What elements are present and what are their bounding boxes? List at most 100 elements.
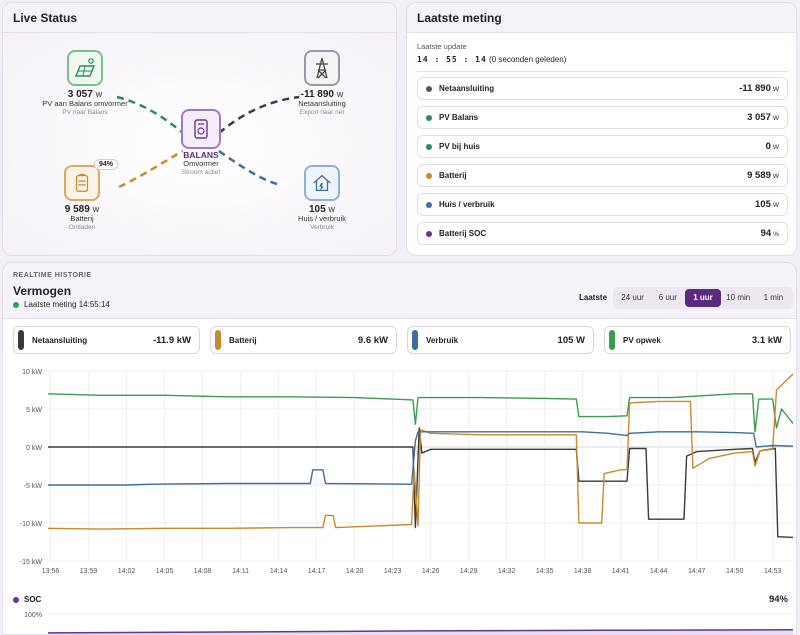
- range-option[interactable]: 24 uur: [621, 293, 644, 302]
- series-line-verbruik: [48, 431, 794, 486]
- series-card-value: -11.9 kW: [152, 334, 191, 346]
- x-tick-label: 14:50: [726, 568, 744, 575]
- meting-dot: [426, 201, 432, 208]
- x-tick-label: 14:32: [498, 568, 516, 575]
- series-line-netaansluiting: [48, 427, 794, 539]
- pv-label: PV aan Balans omvormer: [42, 99, 128, 108]
- x-tick-label: 14:26: [422, 568, 440, 575]
- history-header: REALTIME HISTORIE Vermogen Laatste metin…: [3, 263, 796, 319]
- x-tick-label: 13:59: [80, 568, 98, 575]
- pv-node[interactable]: 3 057 W PV aan Balans omvormer PV naar B…: [40, 50, 130, 116]
- house-node[interactable]: 105 W Huis / verbruik Verbruik: [277, 165, 367, 231]
- inverter-name: Omvormer: [183, 159, 219, 168]
- house-unit: W: [328, 207, 336, 214]
- meting-row-label: Netaansluiting: [439, 84, 495, 93]
- x-tick-label: 14:05: [156, 568, 174, 575]
- energy-flow-diagram: 3 057 W PV aan Balans omvormer PV naar B…: [3, 33, 396, 255]
- x-tick-label: 14:53: [764, 568, 782, 575]
- range-option[interactable]: 1 uur: [685, 289, 721, 307]
- meting-row-value: 9 589 W: [747, 170, 779, 181]
- x-tick-label: 14:02: [118, 568, 136, 575]
- house-value: 105: [308, 204, 326, 215]
- history-title: Vermogen: [13, 284, 72, 298]
- meting-dot: [426, 85, 432, 92]
- series-card[interactable]: Netaansluiting -11.9 kW: [13, 326, 200, 354]
- meting-dot: [426, 230, 432, 237]
- x-tick-label: 14:14: [270, 568, 288, 575]
- x-tick-label: 14:29: [460, 568, 478, 575]
- series-color-bar: [215, 330, 221, 350]
- series-card-name: PV opwek: [623, 335, 661, 345]
- meting-row-value: 105 W: [755, 199, 779, 210]
- x-tick-label: 13:56: [42, 568, 60, 575]
- meting-row-number: 94: [760, 228, 772, 239]
- flow-line-house: [218, 149, 282, 187]
- battery-soc-badge: 94%: [93, 159, 118, 170]
- meting-row: Huis / verbruik 105 W: [417, 193, 788, 216]
- meting-row-unit: W: [772, 144, 779, 151]
- house-sub: Verbruik: [310, 223, 334, 231]
- pv-unit: W: [95, 92, 103, 99]
- range-option[interactable]: 10 min: [726, 293, 751, 302]
- y-tick-label: 0 kW: [26, 445, 42, 452]
- solar-panel-icon: [67, 50, 103, 86]
- inverter-node[interactable]: BALANS Omvormer Stroom actief: [156, 109, 246, 176]
- range-option[interactable]: 6 uur: [658, 293, 677, 302]
- soc-line: [47, 629, 794, 634]
- history-eyebrow: REALTIME HISTORIE: [13, 272, 92, 279]
- power-chart: 10 kW 5 kW 0 kW -5 kW -10 kW -15 kW 13:56 13:59…: [20, 369, 794, 575]
- live-dot: [13, 301, 19, 308]
- soc-chart: 100%: [24, 612, 794, 634]
- x-tick-label: 14:47: [688, 568, 706, 575]
- grid-sub: Export naar net: [299, 108, 345, 116]
- series-color-bar: [18, 330, 24, 350]
- soc-y-tick-label: 100%: [24, 612, 42, 619]
- meting-dot: [426, 143, 432, 150]
- y-tick-label: -15 kW: [20, 559, 43, 566]
- meting-row: Batterij 9 589 W: [417, 164, 788, 187]
- series-card-value: 9.6 kW: [357, 334, 388, 346]
- battery-sub: Ontladen: [68, 223, 96, 231]
- soc-label: SOC: [13, 595, 41, 604]
- grid-label: Netaansluiting: [298, 99, 346, 108]
- meting-row: Netaansluiting -11 890 W: [417, 77, 788, 100]
- x-tick-label: 14:11: [232, 568, 249, 575]
- meting-row-number: -11 890: [739, 83, 771, 94]
- inverter-sub: Stroom actief: [181, 168, 221, 176]
- meting-row-unit: %: [773, 231, 779, 238]
- laatste-meting-card: Laatste meting Laatste update 14 : 55 : …: [406, 2, 797, 256]
- meting-row-number: 0: [765, 141, 771, 152]
- update-value: 14 : 55 : 14 (0 seconden geleden): [417, 55, 566, 64]
- meting-dot: [426, 114, 432, 121]
- x-tick-label: 14:35: [536, 568, 554, 575]
- series-card[interactable]: Batterij 9.6 kW: [210, 326, 397, 354]
- series-card[interactable]: PV opwek 3.1 kW: [604, 326, 791, 354]
- history-card: REALTIME HISTORIE Vermogen Laatste metin…: [2, 262, 797, 635]
- grid-value: -11 890: [300, 89, 334, 100]
- battery-unit: W: [92, 207, 100, 214]
- house-label: Huis / verbruik: [298, 214, 346, 223]
- meting-row-number: 9 589: [747, 170, 771, 181]
- series-card[interactable]: Verbruik 105 W: [407, 326, 594, 354]
- x-tick-label: 14:44: [650, 568, 668, 575]
- series-card-value: 3.1 kW: [751, 334, 782, 346]
- flow-line-battery: [118, 149, 184, 189]
- x-tick-label: 14:17: [308, 568, 326, 575]
- series-card-name: Batterij: [229, 335, 257, 345]
- meting-row-label: Batterij: [439, 171, 467, 180]
- meting-row-label: PV bij huis: [439, 142, 480, 151]
- soc-value: 94%: [768, 594, 788, 605]
- grid-node[interactable]: -11 890 W Netaansluiting Export naar net: [277, 50, 367, 116]
- battery-node[interactable]: 94% 9 589 W Batterij Ontladen: [37, 159, 127, 231]
- range-option[interactable]: 1 min: [763, 293, 784, 302]
- flow-lines: [116, 95, 300, 189]
- divider: [417, 71, 788, 72]
- battery-value: 9 589: [64, 204, 90, 215]
- meting-row-value: -11 890 W: [739, 83, 779, 94]
- update-label: Laatste update: [417, 42, 467, 51]
- series-card-name: Netaansluiting: [32, 335, 88, 345]
- meting-row: Batterij SOC 94%: [417, 222, 788, 245]
- x-tick-label: 14:20: [346, 568, 364, 575]
- meting-row-label: Batterij SOC: [439, 229, 487, 238]
